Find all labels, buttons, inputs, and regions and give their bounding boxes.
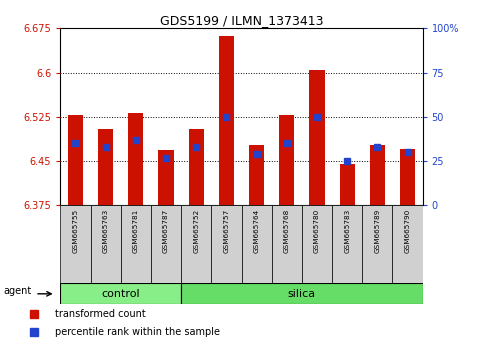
Bar bbox=[68, 115, 83, 205]
Bar bbox=[98, 129, 113, 205]
Text: GSM665783: GSM665783 bbox=[344, 209, 350, 253]
Bar bbox=[91, 205, 121, 283]
Text: silica: silica bbox=[288, 289, 316, 299]
Bar bbox=[340, 164, 355, 205]
Bar bbox=[271, 205, 302, 283]
Bar bbox=[393, 205, 423, 283]
Bar bbox=[60, 283, 181, 304]
Bar bbox=[151, 205, 181, 283]
Bar bbox=[128, 113, 143, 205]
Text: GSM665787: GSM665787 bbox=[163, 209, 169, 253]
Bar bbox=[249, 144, 264, 205]
Text: agent: agent bbox=[3, 286, 31, 296]
Bar bbox=[370, 144, 385, 205]
Text: GSM665755: GSM665755 bbox=[72, 209, 78, 253]
Bar bbox=[242, 205, 271, 283]
Text: GSM665789: GSM665789 bbox=[374, 209, 380, 253]
Bar bbox=[181, 205, 212, 283]
Text: GSM665790: GSM665790 bbox=[405, 209, 411, 253]
Title: GDS5199 / ILMN_1373413: GDS5199 / ILMN_1373413 bbox=[160, 14, 323, 27]
Bar bbox=[400, 149, 415, 205]
Text: GSM665780: GSM665780 bbox=[314, 209, 320, 253]
Bar bbox=[181, 283, 423, 304]
Text: GSM665781: GSM665781 bbox=[133, 209, 139, 253]
Text: GSM665757: GSM665757 bbox=[224, 209, 229, 253]
Text: GSM665764: GSM665764 bbox=[254, 209, 259, 253]
Text: transformed count: transformed count bbox=[55, 309, 145, 319]
Text: GSM665752: GSM665752 bbox=[193, 209, 199, 253]
Bar bbox=[279, 115, 294, 205]
Bar bbox=[60, 205, 91, 283]
Bar bbox=[219, 36, 234, 205]
Text: percentile rank within the sample: percentile rank within the sample bbox=[55, 327, 220, 337]
Bar bbox=[158, 150, 173, 205]
Bar bbox=[362, 205, 393, 283]
Bar bbox=[332, 205, 362, 283]
Bar bbox=[121, 205, 151, 283]
Text: GSM665768: GSM665768 bbox=[284, 209, 290, 253]
Text: control: control bbox=[101, 289, 140, 299]
Bar bbox=[189, 129, 204, 205]
Bar bbox=[302, 205, 332, 283]
Text: GSM665763: GSM665763 bbox=[103, 209, 109, 253]
Bar bbox=[212, 205, 242, 283]
Bar bbox=[310, 70, 325, 205]
